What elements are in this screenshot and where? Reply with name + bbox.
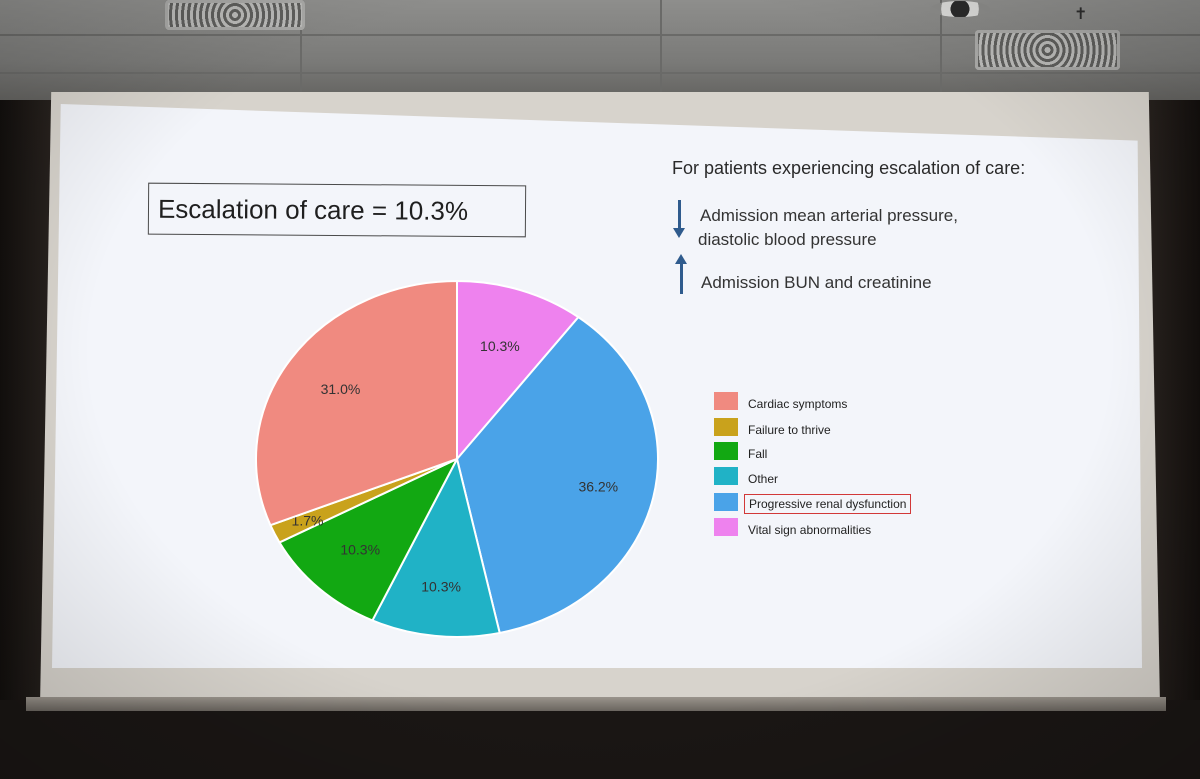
slide-title-box: Escalation of care = 10.3% [147, 182, 527, 238]
legend-swatch [714, 418, 738, 436]
legend-label-highlighted: Progressive renal dysfunction [744, 494, 912, 514]
ceiling-seam [660, 0, 662, 112]
arrow-up-icon [675, 254, 687, 294]
decrease-line-2: diastolic blood pressure [698, 230, 877, 249]
legend-swatch [714, 518, 738, 536]
legend-label: Other [748, 472, 779, 486]
ceiling-seam [0, 72, 1200, 74]
legend-label: Failure to thrive [748, 423, 831, 437]
screen-bottom-bar [26, 697, 1166, 711]
legend-label: Vital sign abnormalities [748, 523, 872, 537]
legend-label: Cardiac symptoms [748, 397, 848, 411]
increase-line: Admission BUN and creatinine [701, 273, 932, 292]
legend-label: Fall [748, 447, 768, 461]
ceiling-vent [165, 0, 305, 30]
decrease-line-1: Admission mean arterial pressure, [700, 206, 958, 225]
info-heading: For patients experiencing escalation of … [672, 158, 1026, 178]
ceiling-light-fixture [930, 1, 990, 17]
ceiling-seam [0, 34, 1200, 36]
ceiling-vent [975, 30, 1120, 70]
ceiling-sensor-icon: ✝ [1074, 6, 1088, 23]
arrow-down-icon [673, 200, 685, 238]
ceiling-seam [300, 0, 302, 112]
ceiling-seam [940, 0, 942, 112]
floor [0, 700, 1200, 779]
legend-swatch [714, 493, 738, 511]
legend-swatch [714, 392, 738, 410]
legend-swatch [714, 467, 738, 485]
legend-swatch [714, 442, 738, 460]
